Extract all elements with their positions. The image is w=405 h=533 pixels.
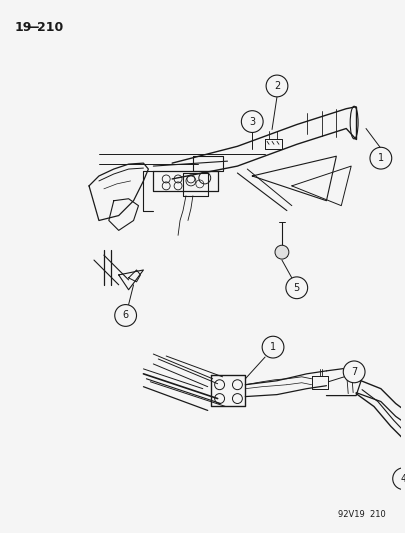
Circle shape (275, 245, 289, 259)
Text: 4: 4 (401, 474, 405, 483)
Text: —: — (27, 21, 39, 34)
Circle shape (262, 336, 284, 358)
Text: 7: 7 (351, 367, 357, 377)
Text: 92V19  210: 92V19 210 (338, 510, 386, 519)
Circle shape (393, 468, 405, 490)
Text: 19: 19 (15, 21, 32, 34)
Circle shape (115, 304, 136, 326)
Circle shape (343, 361, 365, 383)
Text: 1: 1 (378, 153, 384, 163)
Text: 1: 1 (270, 342, 276, 352)
Text: 3: 3 (249, 117, 255, 126)
Circle shape (370, 147, 392, 169)
Circle shape (241, 111, 263, 133)
Text: 5: 5 (294, 283, 300, 293)
Text: 6: 6 (123, 310, 129, 320)
Text: 2: 2 (274, 81, 280, 91)
Circle shape (266, 75, 288, 97)
Text: 210: 210 (36, 21, 63, 34)
Circle shape (286, 277, 308, 298)
